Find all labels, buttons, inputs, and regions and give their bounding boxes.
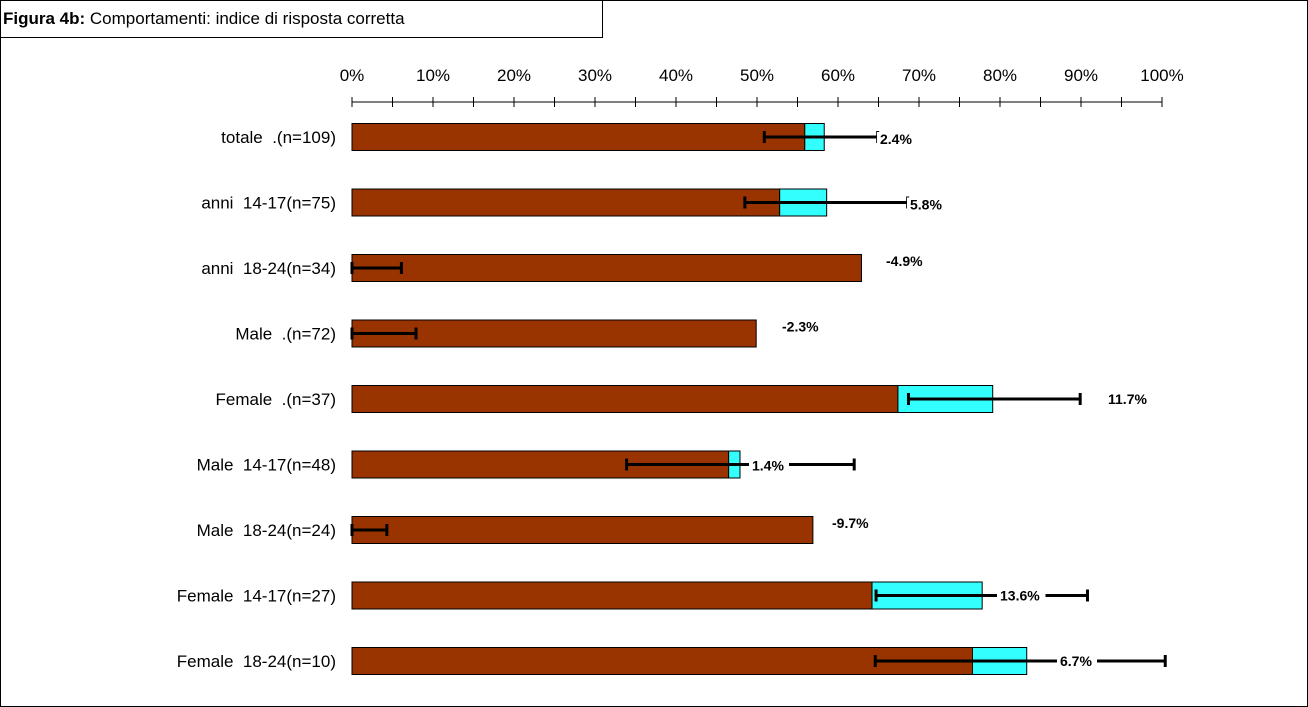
- data-label: 5.8%: [910, 197, 942, 213]
- x-tick-label: 40%: [659, 66, 693, 85]
- category-label: Male 14-17(n=48): [197, 456, 336, 475]
- data-label-background: [1057, 654, 1097, 670]
- bar: [351, 647, 973, 675]
- category-label: Female .(n=37): [216, 390, 336, 409]
- data-label-background: [1105, 392, 1154, 408]
- bar: [351, 188, 781, 217]
- x-tick-label: 0%: [340, 66, 365, 85]
- data-label-background: [907, 197, 947, 214]
- x-tick-label: 100%: [1140, 66, 1183, 85]
- bar: [351, 581, 873, 610]
- x-tick-label: 90%: [1064, 66, 1098, 85]
- data-label-background: [997, 588, 1046, 605]
- x-tick-label: 70%: [902, 66, 936, 85]
- data-label: 13.6%: [1000, 588, 1040, 604]
- data-label-background: [877, 132, 917, 148]
- bar: [351, 123, 806, 151]
- bar: [351, 385, 899, 413]
- category-label: Female 14-17(n=27): [177, 587, 336, 606]
- data-label: 11.7%: [1108, 391, 1147, 407]
- category-label: Male 18-24(n=24): [197, 521, 336, 540]
- x-tick-label: 20%: [497, 66, 531, 85]
- data-label: -4.9%: [886, 253, 923, 269]
- x-tick-label: 10%: [416, 66, 450, 85]
- data-label-background: [883, 254, 932, 270]
- category-label: anni 18-24(n=34): [201, 259, 336, 278]
- figure-label: Figura 4b:: [3, 9, 86, 28]
- x-tick-label: 80%: [983, 66, 1017, 85]
- category-label: anni 14-17(n=75): [201, 194, 336, 213]
- x-tick-label: 60%: [821, 66, 855, 85]
- figure-title: Comportamenti: indice di risposta corret…: [89, 9, 405, 28]
- data-label: 2.4%: [880, 131, 912, 147]
- figure-header: Figura 4b: Comportamenti: indice di risp…: [1, 1, 603, 38]
- bar: [351, 516, 814, 544]
- data-label-background: [779, 319, 828, 336]
- data-label: -2.3%: [782, 319, 819, 335]
- x-tick-label: 30%: [578, 66, 612, 85]
- bar: [351, 254, 862, 282]
- data-label: -9.7%: [832, 515, 869, 531]
- category-label: totale .(n=109): [221, 128, 336, 147]
- data-label-background: [749, 458, 789, 475]
- data-label-background: [829, 516, 878, 532]
- data-label: 1.4%: [752, 458, 784, 474]
- data-label: 6.7%: [1060, 653, 1092, 669]
- category-label: Female 18-24(n=10): [177, 652, 336, 671]
- x-tick-label: 50%: [740, 66, 774, 85]
- category-label: Male .(n=72): [235, 325, 336, 344]
